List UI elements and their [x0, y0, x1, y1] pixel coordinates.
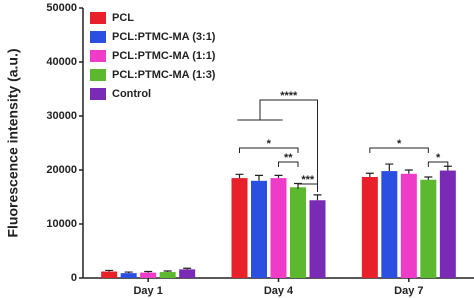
- significance-label: ****: [280, 90, 298, 102]
- y-tick-label: 50000: [46, 2, 77, 14]
- y-axis-label: Fluorescence intensity (a.u.): [5, 48, 21, 237]
- legend-swatch: [90, 50, 106, 62]
- bar: [179, 269, 196, 278]
- significance-bracket: [369, 147, 429, 153]
- legend-swatch: [90, 88, 106, 100]
- significance-label: *: [436, 152, 441, 164]
- x-tick-label: Day 7: [394, 285, 423, 297]
- significance-label: ***: [301, 174, 315, 186]
- significance-label: *: [397, 138, 402, 150]
- significance-bracket: [427, 161, 449, 167]
- error-bar: [365, 172, 374, 178]
- y-tick-label: 10000: [46, 218, 77, 230]
- bar: [120, 273, 137, 278]
- error-bar: [404, 169, 413, 174]
- error-bar: [124, 271, 133, 274]
- bar: [309, 200, 326, 278]
- bar: [101, 271, 118, 278]
- legend-label: PCL:PTMC-MA (3:1): [112, 31, 216, 43]
- bar: [361, 177, 378, 278]
- significance-label: *: [267, 138, 272, 150]
- error-bar: [105, 269, 114, 272]
- y-tick-label: 40000: [46, 56, 77, 68]
- error-bar: [313, 194, 322, 201]
- y-tick-label: 20000: [46, 164, 77, 176]
- bar: [381, 171, 398, 278]
- legend-label: Control: [112, 88, 151, 100]
- bar: [159, 272, 176, 278]
- error-bar: [163, 270, 172, 273]
- bar: [420, 179, 437, 278]
- bar: [140, 272, 157, 278]
- bar: [400, 173, 417, 278]
- error-bar: [183, 267, 192, 270]
- y-tick-label: 30000: [46, 110, 77, 122]
- x-tick-label: Day 4: [264, 285, 294, 297]
- legend-swatch: [90, 69, 106, 81]
- bar: [290, 187, 306, 278]
- error-bar: [385, 163, 394, 172]
- bar: [251, 180, 267, 278]
- bar: [439, 170, 456, 278]
- bar: [231, 178, 248, 278]
- bar: [270, 178, 287, 278]
- legend-label: PCL: [112, 12, 134, 24]
- significance-bracket: [278, 161, 299, 167]
- error-bar: [144, 270, 153, 273]
- legend-swatch: [90, 31, 106, 43]
- y-tick-label: 0: [71, 272, 77, 284]
- legend-label: PCL:PTMC-MA (1:3): [112, 69, 216, 81]
- significance-label: **: [284, 152, 293, 164]
- error-bar: [274, 174, 283, 179]
- error-bar: [235, 173, 244, 179]
- significance-bracket: [239, 147, 299, 153]
- legend-swatch: [90, 12, 106, 24]
- legend-label: PCL:PTMC-MA (1:1): [112, 50, 216, 62]
- error-bar: [424, 176, 433, 180]
- error-bar: [255, 174, 263, 181]
- x-tick-label: Day 1: [133, 285, 162, 297]
- significance-bracket: [237, 99, 318, 192]
